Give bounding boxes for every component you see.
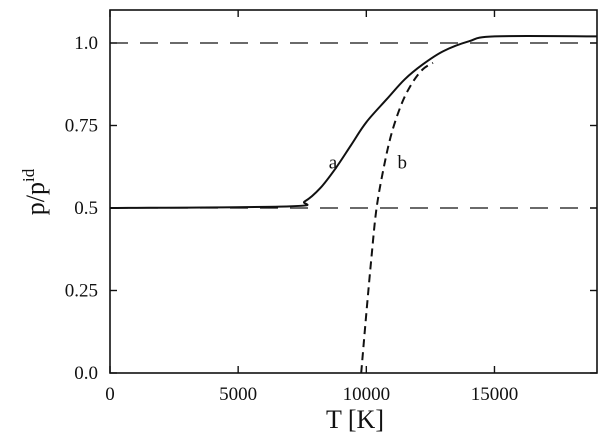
y-tick-label: 0.0 (74, 363, 98, 384)
y-tick-label: 0.25 (65, 281, 98, 302)
x-tick-label: 0 (105, 384, 115, 405)
y-tick-label: 0.75 (65, 116, 98, 137)
series-line-a (109, 35, 598, 209)
x-axis-title: T [K] (326, 405, 384, 434)
x-tick-label: 10000 (343, 384, 391, 405)
x-tick-label: 15000 (471, 384, 519, 405)
annotation-a: a (329, 152, 338, 173)
series-line-b (360, 61, 434, 374)
plot-frame (109, 9, 598, 374)
y-tick-label: 1.0 (74, 33, 98, 54)
y-axis-title-main: p/p (21, 182, 50, 215)
y-axis-title-superscript: id (19, 168, 38, 182)
y-tick-label: 0.5 (74, 198, 98, 219)
annotation-b: b (397, 152, 407, 173)
y-axis-title: p/pid (19, 168, 50, 215)
x-tick-label: 5000 (219, 384, 257, 405)
